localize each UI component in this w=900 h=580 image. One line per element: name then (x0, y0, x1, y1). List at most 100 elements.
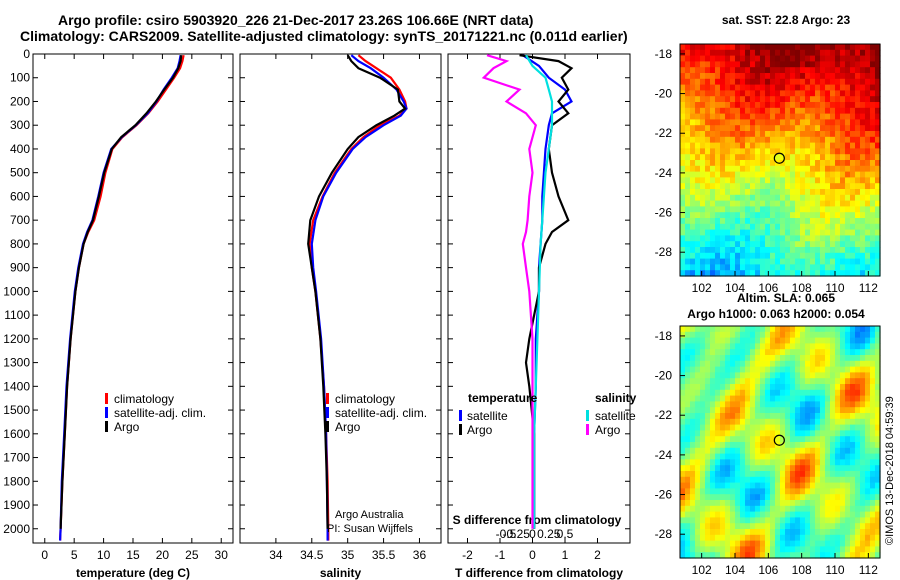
map-cell (685, 488, 691, 495)
map-cell (695, 453, 701, 460)
map-cell (705, 337, 711, 344)
map-cell (845, 200, 851, 207)
map-cell (720, 546, 726, 553)
map-cell (695, 529, 701, 536)
map-cell (870, 326, 876, 333)
map-cell (690, 494, 696, 501)
map-cell (790, 258, 796, 265)
map-cell (760, 337, 766, 344)
map-cell (780, 378, 786, 385)
map-cell (700, 113, 706, 120)
y-tick-label: 1700 (3, 451, 30, 465)
x-tick-label: 5 (71, 548, 78, 562)
map-cell (835, 529, 841, 536)
map-cell (800, 61, 806, 68)
map-cell (815, 488, 821, 495)
map-cell (680, 241, 686, 248)
map-cell (835, 540, 841, 547)
y-tick-label: 1500 (3, 403, 30, 417)
map-cell (790, 177, 796, 184)
map-cell (860, 395, 866, 402)
map-cell (750, 142, 756, 149)
map-cell (810, 424, 816, 431)
map-cell (700, 494, 706, 501)
map-cell (705, 389, 711, 397)
map-cell (795, 258, 801, 265)
map-cell (830, 73, 836, 80)
map-cell (810, 372, 816, 379)
map-cell (790, 500, 796, 507)
map-cell (765, 534, 771, 542)
map-cell (830, 102, 836, 109)
map-cell (800, 55, 806, 62)
map-x-tick-label: 110 (825, 281, 844, 295)
map-cell (850, 476, 856, 484)
map-cell (740, 529, 746, 536)
map-cell (770, 78, 776, 86)
map-cell (725, 494, 731, 501)
map-cell (775, 552, 781, 559)
map-cell (860, 61, 866, 68)
map-cell (745, 189, 751, 196)
map-cell (840, 113, 846, 120)
map-cell (825, 459, 831, 466)
map-cell (750, 90, 756, 97)
map-cell (820, 488, 826, 495)
map-cell (765, 349, 771, 356)
map-cell (805, 459, 811, 466)
map-cell (860, 148, 866, 155)
map-cell (710, 401, 716, 408)
map-cell (720, 494, 726, 501)
map-cell (745, 500, 751, 507)
map-cell (810, 442, 816, 449)
map-cell (745, 247, 751, 254)
map-cell (825, 546, 831, 553)
map-cell (860, 326, 866, 333)
map-cell (755, 494, 761, 501)
map-cell (695, 540, 701, 547)
map-cell (730, 160, 736, 167)
map-cell (685, 360, 691, 368)
map-cell (860, 73, 866, 80)
map-cell (795, 349, 801, 356)
figure-title-line2: Climatology: CARS2009. Satellite-adjuste… (20, 28, 628, 44)
map-cell (860, 418, 866, 426)
map-cell (745, 349, 751, 356)
map-cell (855, 355, 861, 362)
y-tick-label: 1900 (3, 498, 30, 512)
map-cell (695, 372, 701, 379)
map-cell (800, 430, 806, 437)
map-cell (800, 494, 806, 501)
map-cell (685, 482, 691, 489)
map-cell (850, 500, 856, 507)
map-cell (755, 171, 761, 178)
map-cell (815, 401, 821, 408)
map-cell (785, 378, 791, 385)
map-cell (755, 49, 761, 57)
map-cell (725, 534, 731, 542)
map-cell (775, 505, 781, 513)
map-cell (705, 154, 711, 161)
map-cell (760, 61, 766, 68)
map-cell (700, 546, 706, 553)
map-cell (795, 229, 801, 236)
map-cell (780, 194, 786, 202)
map-cell (770, 326, 776, 333)
map-cell (775, 189, 781, 196)
map-cell (725, 200, 731, 207)
map-cell (745, 223, 751, 231)
map-cell (780, 252, 786, 260)
map-cell (765, 471, 771, 478)
map-cell (710, 384, 716, 391)
map-cell (825, 142, 831, 149)
map-cell (700, 200, 706, 207)
map-cell (860, 552, 866, 559)
map-cell (835, 44, 841, 51)
map-cell (755, 264, 761, 271)
map-cell (840, 218, 846, 225)
map-cell (760, 540, 766, 547)
map-cell (845, 529, 851, 536)
map-cell (775, 372, 781, 379)
map-cell (870, 552, 876, 559)
map-cell (830, 61, 836, 68)
